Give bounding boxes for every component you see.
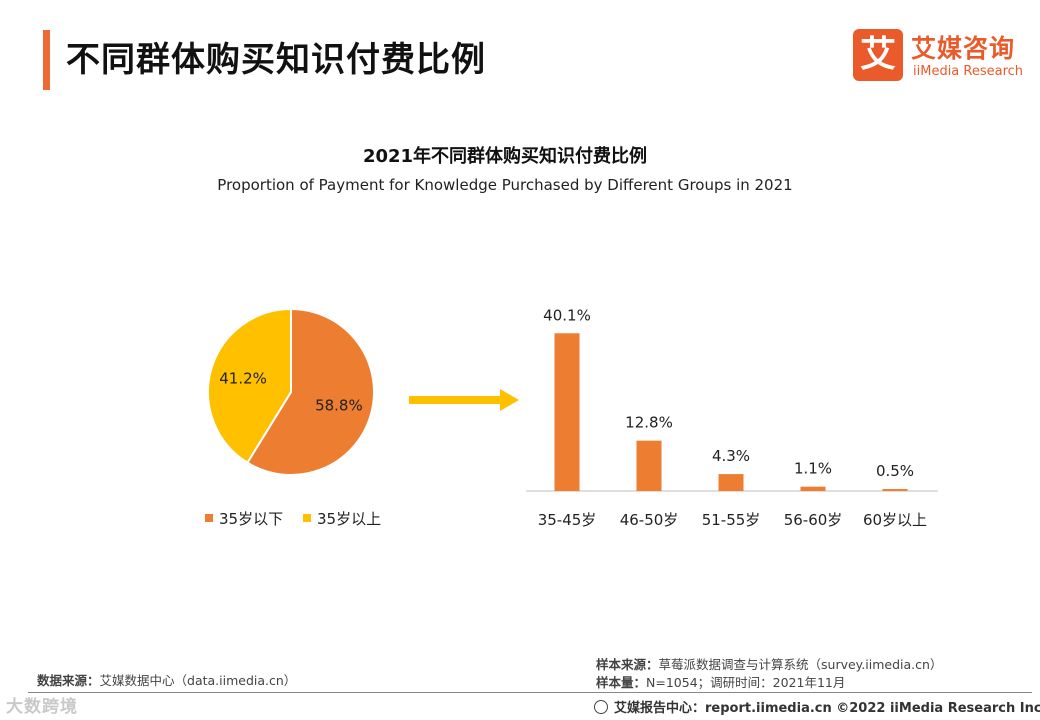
x-tick-label: 35-45岁	[538, 511, 597, 529]
page-title: 不同群体购买知识付费比例	[66, 40, 486, 80]
sample-source-label: 样本来源：	[596, 657, 659, 672]
pie-slice	[207, 307, 292, 465]
logo-mark-icon: 艾	[853, 29, 903, 81]
x-tick-label: 56-60岁	[784, 511, 843, 529]
report-center: 艾媒报告中心：report.iimedia.cn ©2022 iiMedia R…	[594, 697, 1040, 716]
legend-label: 35岁以下	[219, 510, 283, 528]
title-accent-bar	[43, 30, 50, 90]
arrow-shaft	[409, 396, 503, 404]
sample-size-value: N=1054；调研时间：2021年11月	[646, 675, 846, 690]
chart-title: 2021年不同群体购买知识付费比例	[362, 146, 648, 167]
pie-data-label: 41.2%	[219, 369, 267, 387]
footer-divider	[28, 692, 1032, 693]
watermark: 大数跨境	[6, 697, 78, 717]
bar-data-label: 0.5%	[876, 462, 914, 480]
brand-logo: 艾 艾媒咨询 iiMedia Research	[853, 29, 1023, 83]
data-source-label: 数据来源：	[37, 673, 100, 688]
bar-data-label: 12.8%	[625, 414, 673, 432]
sample-size-label: 样本量：	[596, 675, 647, 690]
x-tick-label: 46-50岁	[620, 511, 679, 529]
legend-swatch	[205, 514, 213, 522]
globe-icon	[594, 700, 608, 714]
logo-cn-text: 艾媒咨询	[911, 34, 1016, 63]
bar	[636, 440, 662, 491]
legend-label: 35岁以上	[317, 510, 381, 528]
x-tick-label: 51-55岁	[702, 511, 761, 529]
legend-swatch	[303, 514, 311, 522]
logo-en-text: iiMedia Research	[913, 64, 1024, 79]
bar	[882, 489, 908, 491]
sample-info: 样本来源：草莓派数据调查与计算系统（survey.iimedia.cn） 样本量…	[596, 656, 942, 692]
x-tick-label: 60岁以上	[863, 511, 927, 529]
bar	[718, 474, 744, 491]
data-source-value: 艾媒数据中心（data.iimedia.cn）	[99, 673, 297, 688]
chart-subtitle: Proportion of Payment for Knowledge Purc…	[217, 176, 793, 194]
bar	[554, 333, 580, 491]
bar-data-label: 40.1%	[543, 306, 591, 324]
pie-slice	[246, 307, 375, 476]
sample-source-value: 草莓派数据调查与计算系统（survey.iimedia.cn）	[658, 657, 943, 672]
bar-data-label: 4.3%	[712, 447, 750, 465]
data-source: 数据来源：艾媒数据中心（data.iimedia.cn）	[37, 670, 296, 689]
arrow-head-icon	[500, 389, 519, 411]
pie-data-label: 58.8%	[315, 397, 363, 415]
report-center-text: 艾媒报告中心：report.iimedia.cn ©2022 iiMedia R…	[614, 701, 1040, 716]
bar-data-label: 1.1%	[794, 460, 832, 478]
bar	[800, 486, 826, 491]
